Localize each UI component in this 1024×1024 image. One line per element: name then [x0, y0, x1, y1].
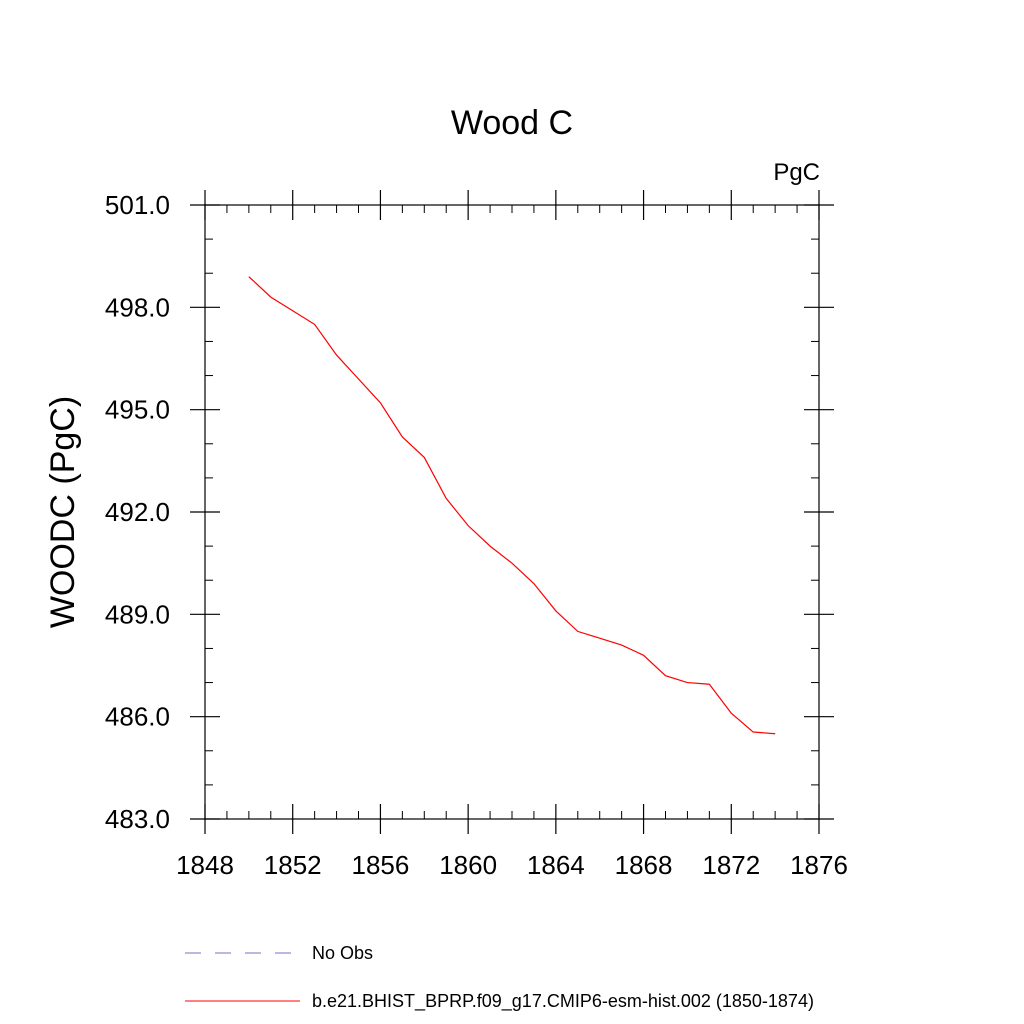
x-tick-label: 1860 [439, 850, 497, 880]
series-group [248, 276, 776, 735]
plot-frame [204, 204, 820, 820]
x-tick-label: 1852 [264, 850, 322, 880]
x-tick-label: 1868 [615, 850, 673, 880]
y-axis-tick-labels: 483.0 486.0 489.0 492.0 495.0 498.0 501.0 [105, 190, 170, 834]
x-tick-label: 1848 [176, 850, 234, 880]
y-tick-label: 489.0 [105, 599, 170, 629]
y-tick-label: 498.0 [105, 292, 170, 322]
chart-title: Wood C [451, 104, 573, 142]
y-tick-label: 483.0 [105, 804, 170, 834]
series-line-0 [248, 276, 776, 735]
legend-label-model: b.e21.BHIST_BPRP.f09_g17.CMIP6-esm-hist.… [312, 991, 814, 1012]
y-tick-label: 501.0 [105, 190, 170, 220]
y-tick-label: 495.0 [105, 395, 170, 425]
x-axis-tick-labels: 1848 1852 1856 1860 1864 1868 1872 1876 [176, 850, 848, 880]
legend: No Obs b.e21.BHIST_BPRP.f09_g17.CMIP6-es… [185, 943, 814, 1012]
legend-label-no-obs: No Obs [312, 943, 373, 963]
x-tick-label: 1872 [702, 850, 760, 880]
y-tick-label: 486.0 [105, 702, 170, 732]
y-tick-label: 492.0 [105, 497, 170, 527]
x-tick-label: 1856 [352, 850, 410, 880]
x-tick-label: 1864 [527, 850, 585, 880]
x-tick-label: 1876 [790, 850, 848, 880]
y-axis-ticks [190, 204, 834, 820]
units-label: PgC [773, 159, 820, 186]
y-axis-label: WOODC (PgC) [44, 396, 82, 628]
x-axis-ticks [204, 190, 820, 834]
